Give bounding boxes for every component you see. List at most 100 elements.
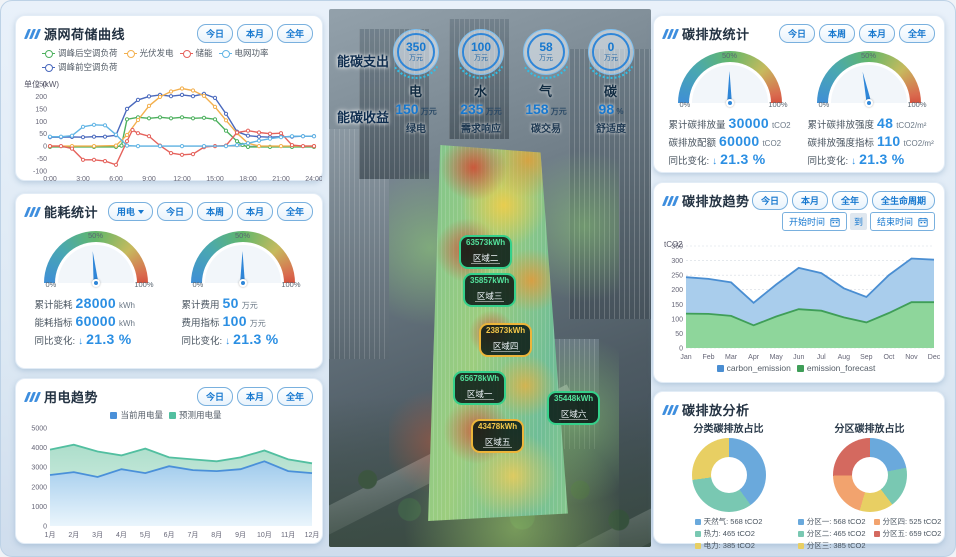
range-button[interactable]: 今日	[196, 24, 233, 43]
svg-text:3:00: 3:00	[76, 176, 90, 183]
range-button[interactable]: 今日	[156, 202, 193, 221]
range-button[interactable]: 今日	[196, 387, 233, 406]
y-axis-unit: 单位 (kW)	[24, 80, 60, 89]
range-buttons: 今日 本月 全年	[196, 24, 313, 43]
range-button[interactable]: 全生命周期	[871, 191, 935, 210]
panel-title: 能耗统计	[44, 205, 99, 220]
start-time-label: 开始时间	[788, 217, 825, 227]
resource-name: 水	[474, 84, 488, 99]
svg-text:11月: 11月	[281, 531, 295, 539]
svg-text:1月: 1月	[45, 531, 56, 539]
svg-text:-100: -100	[33, 169, 47, 176]
range-button[interactable]: 今日	[778, 24, 815, 43]
svg-text:350: 350	[671, 244, 683, 251]
svg-text:12月: 12月	[305, 531, 320, 539]
gauge-needle	[727, 71, 732, 103]
building-heatmap-scene: 能碳支出 350 万元电 100 万元水 58 万元气 0 万元碳 能碳收益 150 万元 绿电…	[329, 9, 651, 547]
calendar-icon	[918, 217, 928, 227]
svg-text:50: 50	[39, 131, 47, 138]
down-arrow-icon: ↓	[712, 156, 718, 167]
svg-text:0: 0	[43, 524, 47, 531]
range-button[interactable]: 本月	[858, 24, 895, 43]
zone-badge[interactable]: 23873kWh 区域四	[479, 323, 533, 357]
legend-item[interactable]: 调峰前空调负荷	[42, 61, 118, 73]
svg-text:Apr: Apr	[748, 354, 760, 361]
panel-source-grid-curve: 源网荷储曲线 今日 本月 全年 调峰后空调负荷 光伏发电 储能 电网功率调峰前空调负荷 单…	[15, 15, 323, 183]
stat-row: 同比变化: ↓ 21.3 %	[34, 331, 132, 347]
range-button[interactable]: 全年	[898, 24, 935, 43]
zone-badge[interactable]: 43478kWh 区域五	[471, 419, 525, 453]
svg-text:9月: 9月	[235, 531, 246, 539]
panel-title-icon	[661, 195, 680, 206]
panel-energy-stats: 能耗统计 用电 今日 本周 本月 全年 0% 50% 100% 累计能耗 28000 kWh 能耗指…	[15, 193, 323, 369]
income-item: 235 万元 需求响应	[460, 101, 502, 135]
svg-text:3000: 3000	[31, 465, 47, 472]
svg-text:-50: -50	[37, 156, 47, 163]
legend-item[interactable]: 电网功率	[218, 47, 269, 59]
end-time-picker[interactable]: 结束时间	[869, 212, 935, 231]
svg-text:100: 100	[671, 316, 683, 323]
panel-electricity-trend: 用电趋势 今日 本月 全年 当前用电量 预测用电量 5000 4000 3000 2000 1…	[15, 378, 323, 544]
end-time-label: 结束时间	[876, 217, 913, 227]
svg-text:Dec: Dec	[928, 354, 941, 361]
legend-item[interactable]: 当前用电量	[110, 409, 163, 421]
svg-text:0: 0	[679, 346, 683, 353]
down-arrow-icon: ↓	[851, 156, 857, 167]
range-buttons: 今日 本月 全年 全生命周期	[751, 191, 935, 210]
gauges: 0% 50% 100% 累计能耗 28000 kWh 能耗指标 60000 kWh 同比变化: ↓ 2…	[16, 223, 322, 351]
panel-carbon-trend: 碳排放趋势 今日 本月 全年 全生命周期 开始时间 到 结束时间 tCO2 350 30…	[653, 182, 945, 383]
income-item: 98 % 舒适度	[596, 101, 626, 135]
svg-text:250: 250	[671, 273, 683, 280]
svg-text:100: 100	[35, 119, 47, 126]
legend-item[interactable]: emission_forecast	[796, 363, 875, 373]
legend-item[interactable]: 储能	[179, 47, 213, 59]
zone-badge[interactable]: 35857kWh 区域三	[463, 273, 517, 307]
legend-item[interactable]: 光伏发电	[123, 47, 174, 59]
range-button[interactable]: 本月	[236, 387, 273, 406]
stat-row: 能耗指标 60000 kWh	[34, 313, 135, 329]
category-emission-donut	[691, 438, 766, 512]
panel-title: 碳排放趋势	[682, 194, 750, 209]
range-button[interactable]: 本周	[196, 202, 233, 221]
y-axis-unit: tCO2	[664, 240, 683, 249]
start-time-picker[interactable]: 开始时间	[781, 212, 847, 231]
range-button[interactable]: 全年	[831, 191, 868, 210]
range-button[interactable]: 本月	[791, 191, 828, 210]
stat-row: 累计碳排放强度 48 tCO2/m²	[807, 115, 927, 131]
legend-item[interactable]: 预测用电量	[169, 409, 222, 421]
range-button[interactable]: 全年	[276, 387, 313, 406]
stat-row: 累计碳排放量 30000 tCO2	[668, 115, 791, 131]
svg-text:3月: 3月	[92, 531, 103, 539]
panel-title-icon	[661, 28, 680, 39]
donut-legend-item: 天然气: 568 tCO2	[694, 516, 762, 527]
panel-title-icon	[23, 28, 42, 39]
legend-item[interactable]: 调峰后空调负荷	[42, 47, 118, 59]
resource-name: 电	[409, 84, 423, 99]
range-button[interactable]: 全年	[276, 24, 313, 43]
svg-text:9:00: 9:00	[142, 176, 156, 183]
panel-carbon-analysis: 碳排放分析 分类碳排放占比 天然气: 568 tCO2 热力: 465 tCO2 电…	[653, 391, 945, 550]
svg-text:150: 150	[35, 106, 47, 113]
range-button[interactable]: 全年	[276, 202, 313, 221]
range-button[interactable]: 今日	[751, 191, 788, 210]
panel-title: 碳排放分析	[682, 403, 750, 418]
resource-name: 气	[539, 84, 553, 99]
svg-text:5000: 5000	[31, 426, 47, 433]
legend-item[interactable]: carbon_emission	[716, 363, 791, 373]
donut-legend-item: 分区五: 659 tCO2	[873, 528, 941, 539]
svg-text:250: 250	[35, 82, 47, 89]
svg-text:200: 200	[35, 94, 47, 101]
metric-dropdown[interactable]: 用电	[107, 202, 153, 221]
svg-text:4月: 4月	[116, 531, 127, 539]
range-button[interactable]: 本周	[818, 24, 855, 43]
range-buttons: 今日 本周 本月 全年	[778, 24, 935, 43]
panel-title: 源网荷储曲线	[44, 27, 126, 42]
chevron-down-icon	[137, 210, 144, 214]
zone-badge[interactable]: 63573kWh 区域二	[459, 235, 513, 269]
zone-badge[interactable]: 65678kWh 区域一	[453, 371, 507, 405]
zone-badge[interactable]: 35448kWh 区域六	[547, 391, 601, 425]
range-button[interactable]: 本月	[236, 202, 273, 221]
svg-text:Mar: Mar	[725, 354, 738, 361]
range-button[interactable]: 本月	[236, 24, 273, 43]
